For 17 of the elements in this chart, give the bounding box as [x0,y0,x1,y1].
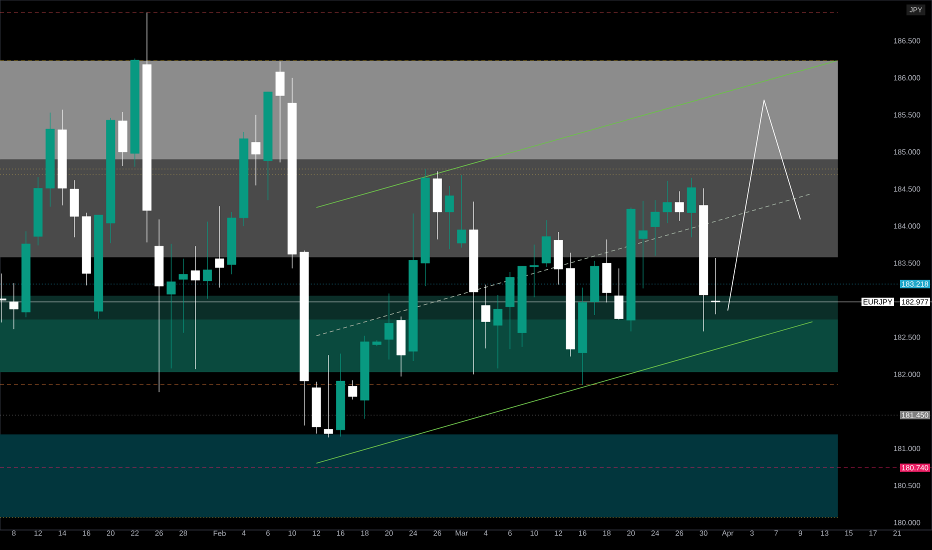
candlestick [348,380,358,400]
candlestick [444,186,454,250]
candlestick [324,354,333,438]
candlestick [530,244,539,298]
candlestick [384,293,394,360]
candlestick [276,61,285,163]
candlestick [166,244,176,369]
candlestick [674,190,684,222]
candlestick [178,258,188,334]
candlestick [202,221,212,300]
candlestick [638,200,648,289]
candlestick [215,206,224,288]
candlestick [662,180,672,224]
candlestick [457,174,466,248]
candlestick [251,114,260,186]
candlestick [650,200,660,256]
candlestick [493,294,502,369]
